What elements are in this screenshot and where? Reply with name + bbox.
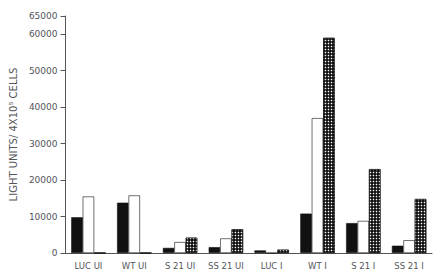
svg-text:50000: 50000	[29, 66, 58, 76]
svg-text:S 21 I: S 21 I	[351, 261, 375, 271]
svg-text:65000: 65000	[29, 11, 58, 21]
svg-text:0: 0	[52, 248, 58, 258]
svg-text:10000: 10000	[29, 212, 58, 222]
svg-text:LIGHT UNITS/ 4X10⁵ CELLS: LIGHT UNITS/ 4X10⁵ CELLS	[8, 68, 19, 202]
svg-text:60000: 60000	[29, 29, 58, 39]
svg-text:SS 21 I: SS 21 I	[394, 261, 424, 271]
svg-text:WT I: WT I	[308, 261, 327, 271]
svg-text:30000: 30000	[29, 139, 58, 149]
svg-text:SS 21 UI: SS 21 UI	[208, 261, 244, 271]
svg-text:S 21 UI: S 21 UI	[165, 261, 195, 271]
svg-text:LUC UI: LUC UI	[74, 261, 102, 271]
svg-text:LUC I: LUC I	[261, 261, 283, 271]
svg-text:40000: 40000	[29, 102, 58, 112]
svg-text:20000: 20000	[29, 175, 58, 185]
svg-text:WT UI: WT UI	[122, 261, 147, 271]
